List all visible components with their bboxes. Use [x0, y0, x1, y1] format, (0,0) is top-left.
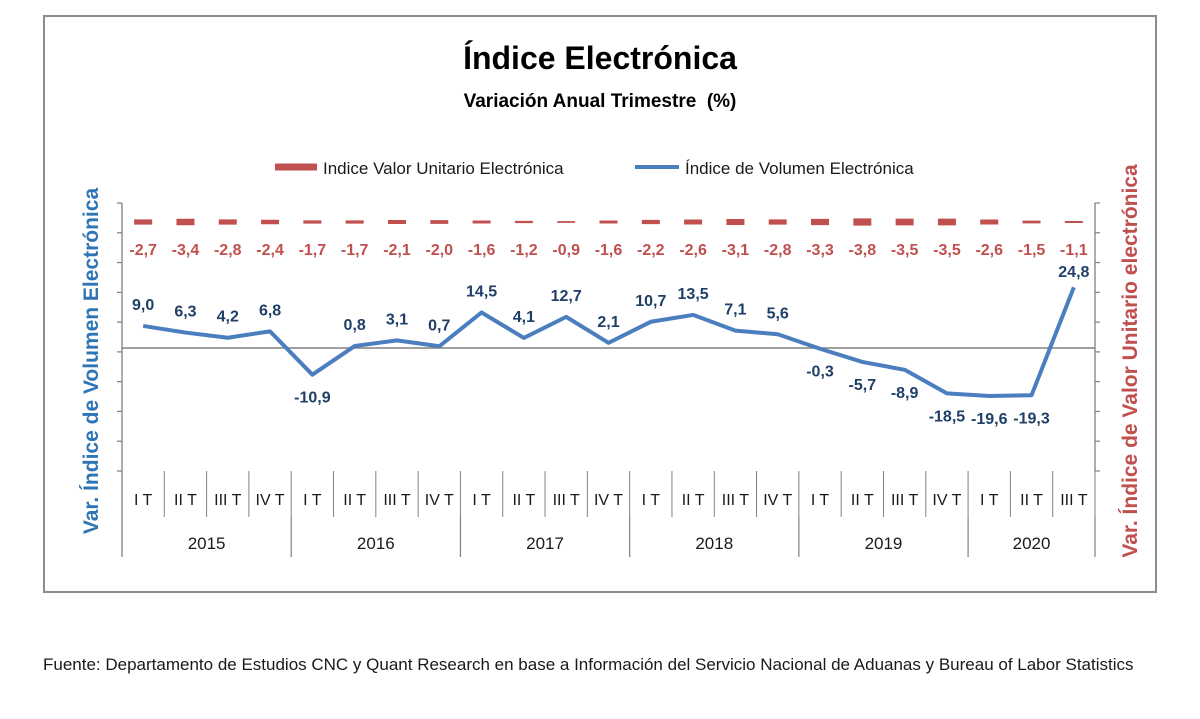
- volumen-data-label: 14,5: [466, 283, 497, 300]
- valor-data-label: -0,9: [552, 242, 580, 259]
- series-valor: -2,7 -3,4 -2,8 -2,4 -1,7 -1,7 -2,1 -2,0 -1,6 -1,2…: [129, 218, 1088, 259]
- volumen-data-label: -19,6: [971, 411, 1008, 428]
- x-tick-label: II T: [682, 492, 705, 509]
- valor-data-label: -2,6: [975, 242, 1003, 259]
- x-tick-label: IV T: [594, 492, 623, 509]
- valor-data-label: -2,0: [425, 242, 453, 259]
- volumen-data-label: 3,1: [386, 311, 408, 328]
- volumen-data-label: -0,3: [806, 364, 834, 381]
- valor-data-label: -3,1: [722, 242, 750, 259]
- y-axis-left-label: Var. Índice de Volumen Electrónica: [80, 188, 103, 535]
- x-tick-label: III T: [1060, 492, 1087, 509]
- legend: Indice Valor Unitario Electrónica Índice…: [275, 159, 914, 178]
- volumen-data-label: 12,7: [551, 288, 582, 305]
- valor-data-label: -1,6: [595, 242, 623, 259]
- x-tick-label: III T: [891, 492, 918, 509]
- x-tick-label: I T: [811, 492, 830, 509]
- x-tick-label: II T: [851, 492, 874, 509]
- valor-data-label: -3,8: [849, 242, 877, 259]
- volumen-data-label: 4,2: [217, 309, 239, 326]
- x-axis: I T II T III T IV T I T II T III T IV T I T II T I…: [134, 471, 1096, 557]
- year-label: 2016: [357, 534, 395, 553]
- x-tick-label: III T: [722, 492, 749, 509]
- valor-data-label: -1,5: [1018, 242, 1046, 259]
- volumen-data-label: -8,9: [891, 385, 919, 402]
- chart-title: Índice Electrónica: [463, 40, 737, 76]
- year-label: 2015: [188, 534, 226, 553]
- chart-frame: Índice Electrónica Variación Anual Trime…: [43, 15, 1157, 593]
- volumen-data-label: 5,6: [767, 305, 789, 322]
- x-tick-label: II T: [174, 492, 197, 509]
- chart-canvas: Índice Electrónica Variación Anual Trime…: [80, 40, 1142, 558]
- x-tick-label: I T: [642, 492, 661, 509]
- volumen-data-label: 7,1: [724, 302, 746, 319]
- volumen-data-label: 24,8: [1058, 264, 1089, 281]
- valor-data-label: -2,4: [256, 242, 284, 259]
- x-tick-label: II T: [1020, 492, 1043, 509]
- valor-data-label: -3,4: [172, 242, 200, 259]
- volumen-data-label: -18,5: [929, 408, 966, 425]
- volumen-data-label: -19,3: [1013, 410, 1050, 427]
- x-tick-label: I T: [303, 492, 322, 509]
- valor-data-label: -2,6: [679, 242, 707, 259]
- legend-label-volumen: Índice de Volumen Electrónica: [685, 159, 914, 178]
- volumen-data-label: 2,1: [597, 314, 619, 331]
- y-axis-right-label: Var. Índice de Valor Unitario electrónic…: [1119, 164, 1142, 558]
- year-label: 2019: [865, 534, 903, 553]
- year-label: 2017: [526, 534, 564, 553]
- x-tick-label: IV T: [763, 492, 792, 509]
- source-note: Fuente: Departamento de Estudios CNC y Q…: [43, 655, 1134, 674]
- volumen-data-label: 13,5: [678, 286, 709, 303]
- volumen-data-label: -5,7: [849, 377, 877, 394]
- valor-data-label: -2,2: [637, 242, 665, 259]
- valor-data-label: -2,7: [129, 242, 157, 259]
- valor-data-label: -1,2: [510, 242, 538, 259]
- legend-label-valor: Indice Valor Unitario Electrónica: [323, 159, 564, 178]
- x-tick-label: I T: [134, 492, 153, 509]
- valor-data-label: -3,5: [891, 242, 919, 259]
- x-tick-label: II T: [343, 492, 366, 509]
- x-tick-label: I T: [472, 492, 491, 509]
- x-tick-label: III T: [553, 492, 580, 509]
- series-volumen: 9,0 6,3 4,2 6,8 -10,9 0,8 3,1 0,7 14,5 4,1 12,7 2,1…: [132, 264, 1089, 428]
- x-tick-label: II T: [512, 492, 535, 509]
- valor-data-label: -3,5: [933, 242, 961, 259]
- x-tick-label: IV T: [256, 492, 285, 509]
- volumen-data-label: -10,9: [294, 390, 331, 407]
- volumen-data-label: 0,8: [344, 317, 366, 334]
- x-tick-label: I T: [980, 492, 999, 509]
- year-label: 2020: [1013, 534, 1051, 553]
- volumen-data-label: 6,8: [259, 302, 281, 319]
- volumen-data-label: 0,7: [428, 317, 450, 334]
- x-tick-label: III T: [383, 492, 410, 509]
- valor-data-label: -1,7: [341, 242, 369, 259]
- valor-data-label: -1,1: [1060, 242, 1088, 259]
- year-label: 2018: [695, 534, 733, 553]
- valor-data-label: -2,1: [383, 242, 411, 259]
- valor-data-label: -1,6: [468, 242, 496, 259]
- volumen-data-label: 6,3: [174, 304, 196, 321]
- x-tick-label: IV T: [932, 492, 961, 509]
- valor-data-label: -2,8: [764, 242, 792, 259]
- volumen-data-label: 4,1: [513, 309, 535, 326]
- chart-subtitle: Variación Anual Trimestre (%): [464, 91, 737, 112]
- volumen-data-label: 9,0: [132, 297, 154, 314]
- valor-data-label: -2,8: [214, 242, 242, 259]
- x-tick-label: IV T: [425, 492, 454, 509]
- valor-data-label: -3,3: [806, 242, 834, 259]
- x-tick-label: III T: [214, 492, 241, 509]
- volumen-data-label: 10,7: [635, 293, 666, 310]
- valor-data-label: -1,7: [299, 242, 327, 259]
- volumen-line: [142, 286, 1076, 399]
